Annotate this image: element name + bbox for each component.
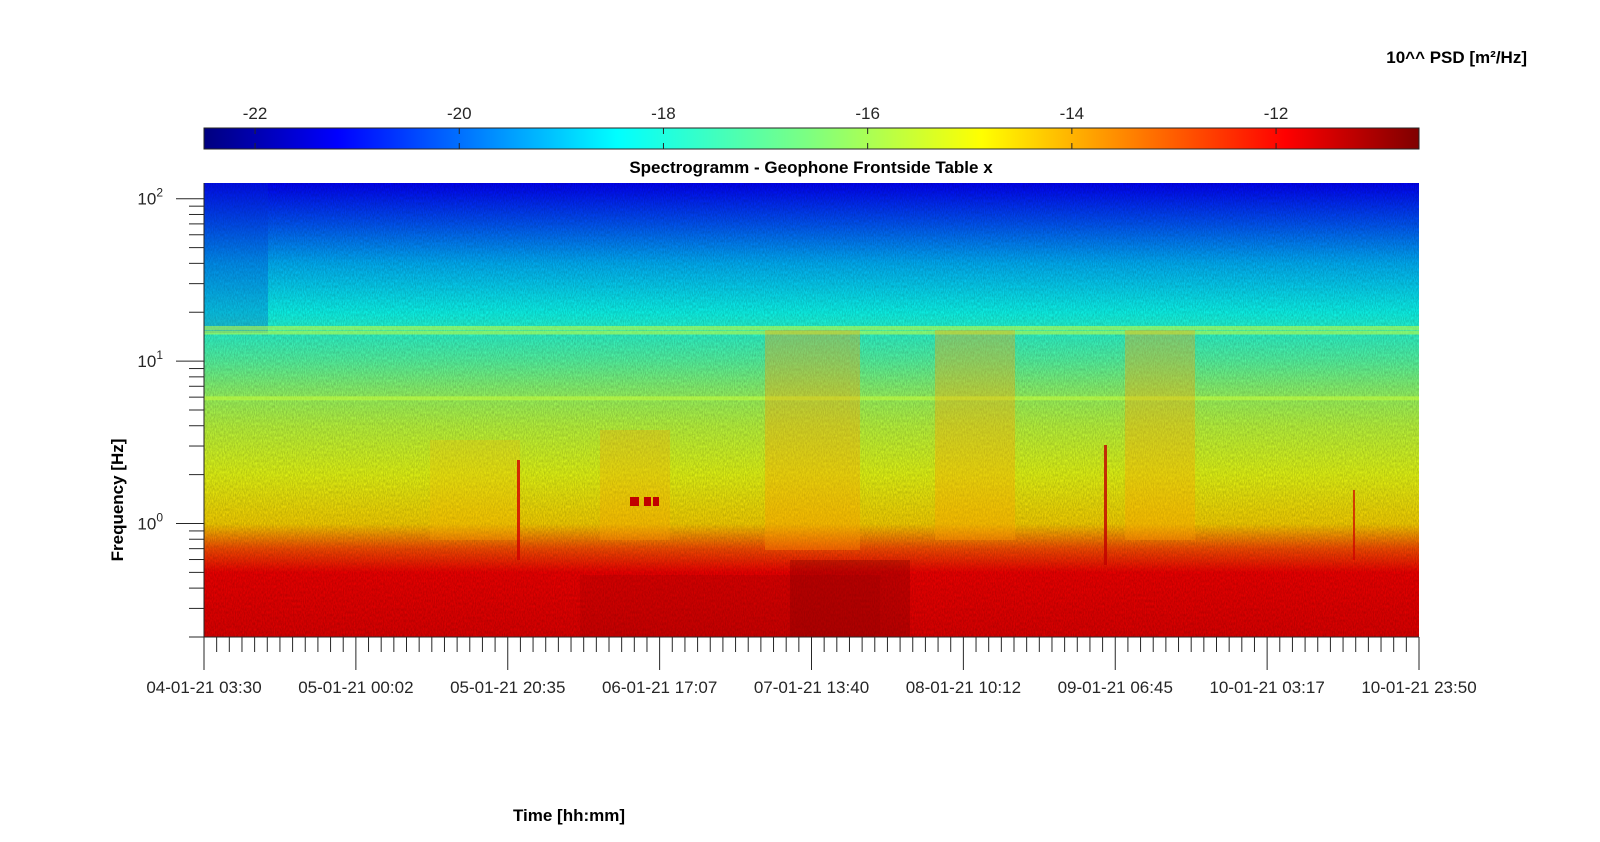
activity-patch — [430, 440, 520, 540]
x-tick-label: 08-01-21 10:12 — [906, 678, 1021, 697]
x-tick-label: 06-01-21 17:07 — [602, 678, 717, 697]
y-tick-label: 100 — [137, 511, 163, 534]
narrowband-lines — [204, 325, 1419, 401]
narrowband-line — [204, 330, 1419, 335]
x-tick-label: 10-01-21 03:17 — [1209, 678, 1324, 697]
y-tick-label: 102 — [137, 186, 163, 209]
colorbar-tick-label: -12 — [1264, 104, 1289, 123]
colorbar-tick-label: -22 — [243, 104, 268, 123]
colorbar-tick-label: -16 — [855, 104, 880, 123]
transient-spike — [1104, 445, 1107, 565]
x-tick-label: 07-01-21 13:40 — [754, 678, 869, 697]
chart-title: Spectrogramm - Geophone Frontside Table … — [629, 158, 993, 177]
x-tick-label: 05-01-21 20:35 — [450, 678, 565, 697]
plot-area — [204, 183, 1419, 637]
early-low-band-patch — [204, 183, 268, 333]
x-tick-label: 04-01-21 03:30 — [146, 678, 261, 697]
x-tick-label: 05-01-21 00:02 — [298, 678, 413, 697]
activity-patches — [430, 330, 1355, 637]
colorbar-ticks: -22 -20 -18 -16 -14 -12 — [243, 104, 1289, 149]
colorbar-tick-label: -18 — [651, 104, 676, 123]
transient-spike — [1353, 490, 1355, 560]
colorbar-label: 10^^ PSD [m²/Hz] — [1386, 48, 1527, 67]
narrowband-line — [204, 325, 1419, 330]
event-burst — [644, 497, 651, 506]
x-tick-label: 09-01-21 06:45 — [1058, 678, 1173, 697]
narrowband-line — [204, 396, 1419, 401]
activity-patch — [935, 330, 1015, 540]
y-tick-label: 101 — [137, 348, 163, 371]
dark-low-freq-patch — [790, 560, 910, 637]
colorbar: -22 -20 -18 -16 -14 -12 10^^ PSD [m²/Hz] — [203, 48, 1527, 150]
colorbar-gradient — [203, 127, 1420, 150]
x-tick-label: 10-01-21 23:50 — [1361, 678, 1476, 697]
activity-patch — [765, 330, 860, 550]
dark-low-freq-patch — [580, 575, 880, 637]
activity-patch — [1125, 330, 1195, 540]
event-burst — [653, 497, 659, 506]
y-axis-label: Frequency [Hz] — [108, 439, 127, 562]
x-axis: 04-01-21 03:30 05-01-21 00:02 05-01-21 20:… — [146, 636, 1477, 697]
transient-spike — [517, 460, 520, 560]
spectrogram-texture — [204, 183, 1419, 637]
y-axis: 100 101 102 — [137, 183, 205, 638]
x-axis-label: Time [hh:mm] — [513, 806, 625, 825]
event-burst — [630, 497, 639, 506]
colorbar-tick-label: -14 — [1060, 104, 1085, 123]
activity-patch — [600, 430, 670, 540]
colorbar-tick-label: -20 — [447, 104, 472, 123]
